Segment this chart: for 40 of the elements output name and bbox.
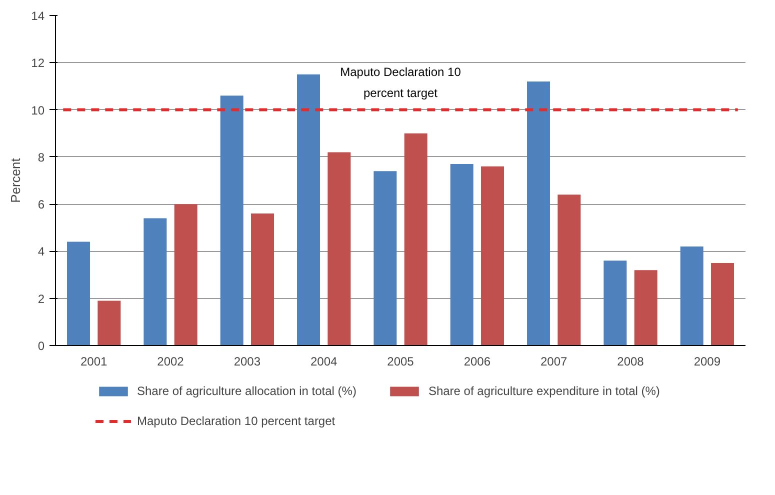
x-tick-label: 2003 xyxy=(234,354,261,368)
y-tick-label: 12 xyxy=(31,56,45,70)
bar xyxy=(481,166,504,346)
x-tick-label: 2009 xyxy=(694,354,721,368)
x-tick-label: 2002 xyxy=(157,354,184,368)
bar xyxy=(634,270,658,346)
bar xyxy=(450,164,474,346)
bar xyxy=(374,171,397,346)
y-tick-label: 4 xyxy=(38,244,45,259)
legend-label: Maputo Declaration 10 percent target xyxy=(137,414,336,428)
bar xyxy=(251,214,274,346)
bar xyxy=(67,242,90,346)
x-tick-label: 2005 xyxy=(387,354,414,368)
y-tick-label: 0 xyxy=(38,339,45,353)
x-tick-label: 2001 xyxy=(80,354,108,368)
y-tick-label: 6 xyxy=(38,198,45,212)
bar xyxy=(98,300,121,346)
bar xyxy=(680,246,704,346)
bar xyxy=(328,152,351,346)
bar xyxy=(604,260,627,346)
x-tick-label: 2008 xyxy=(617,354,644,368)
x-tick-label: 2007 xyxy=(540,354,568,368)
annotation: Maputo Declaration 10 percent target xyxy=(340,64,462,100)
bar xyxy=(220,96,244,346)
bar xyxy=(174,204,198,346)
bar xyxy=(404,133,428,346)
y-tick-label: 2 xyxy=(38,292,45,306)
y-axis-title: Percent xyxy=(8,158,24,203)
y-tick-label: 14 xyxy=(31,9,45,23)
legend-label: Share of agriculture expenditure in total (%) xyxy=(428,384,660,398)
bar xyxy=(558,194,581,346)
legend-label: Share of agriculture allocation in total (%) xyxy=(137,384,356,398)
y-tick-label: 10 xyxy=(31,103,45,118)
y-tick-label: 8 xyxy=(38,150,45,164)
x-tick-label: 2004 xyxy=(310,354,338,368)
x-tick-label: 2006 xyxy=(464,354,491,368)
bar xyxy=(527,82,550,346)
bar xyxy=(144,218,167,346)
bar xyxy=(297,74,320,346)
bar xyxy=(711,263,734,346)
